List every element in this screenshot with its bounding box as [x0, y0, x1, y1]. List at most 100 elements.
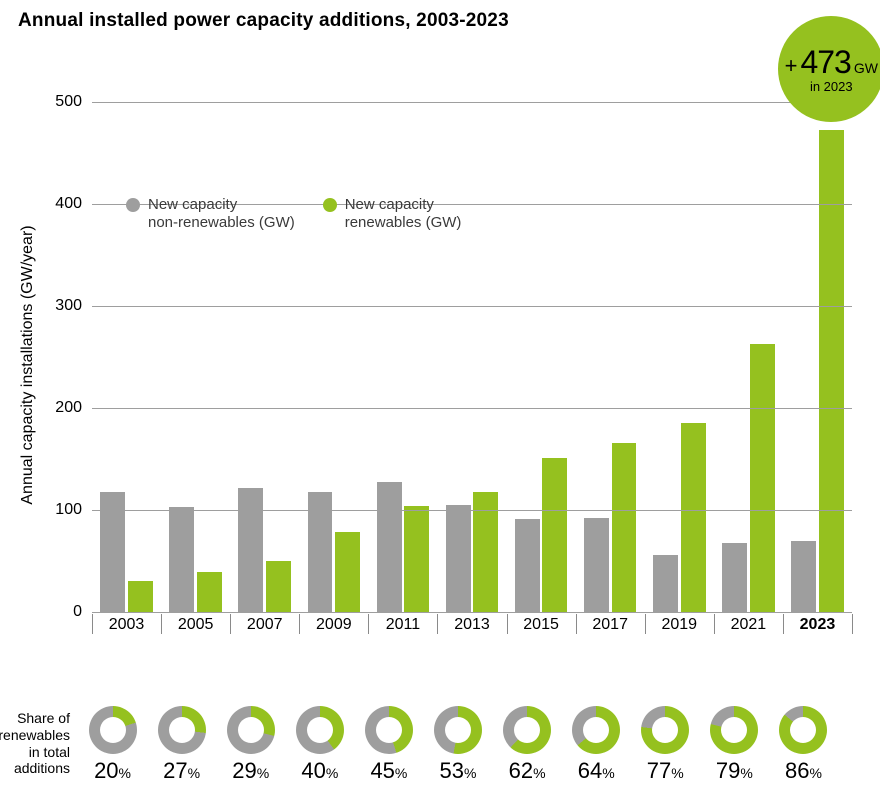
chart-legend: New capacitynon-renewables (GW) New capa…: [126, 196, 461, 232]
bar-nonrenew: [238, 488, 263, 612]
y-tick-label: 300: [55, 297, 82, 315]
donut-label: 79%: [710, 758, 758, 784]
x-tick-label: 2019: [661, 616, 697, 634]
x-separator: [161, 614, 162, 634]
donut-label: 86%: [779, 758, 827, 784]
donut-item: 62%: [503, 706, 551, 784]
donut-item: 53%: [434, 706, 482, 784]
bar-nonrenew: [377, 482, 402, 613]
callout-subtext: in 2023: [810, 79, 853, 94]
year-group: [368, 92, 437, 612]
bar-renew: [404, 506, 429, 612]
x-tick-label: 2023: [800, 616, 836, 634]
donut-ring: [779, 706, 827, 754]
y-tick-label: 400: [55, 195, 82, 213]
callout-value: 473: [800, 44, 850, 81]
donut-ring: [296, 706, 344, 754]
gridline: [92, 102, 852, 103]
donut-ring: [89, 706, 137, 754]
x-tick-label: 2021: [731, 616, 767, 634]
year-group: [92, 92, 161, 612]
donut-ring: [503, 706, 551, 754]
donut-ring: [641, 706, 689, 754]
x-separator: [92, 614, 93, 634]
donut-label: 40%: [296, 758, 344, 784]
y-tick-label: 200: [55, 399, 82, 417]
donut-item: 79%: [710, 706, 758, 784]
year-group: [437, 92, 506, 612]
year-group: [576, 92, 645, 612]
donut-ring: [710, 706, 758, 754]
donut-label: 45%: [365, 758, 413, 784]
x-separator: [368, 614, 369, 634]
callout-main: +473 GW: [785, 44, 878, 81]
x-separator: [852, 614, 853, 634]
bar-nonrenew: [722, 543, 747, 612]
x-separator: [230, 614, 231, 634]
donut-item: 20%: [89, 706, 137, 784]
x-separator: [299, 614, 300, 634]
bar-renew: [819, 130, 844, 612]
callout-unit: GW: [854, 60, 878, 76]
bar-nonrenew: [584, 518, 609, 612]
donut-caption: Share of renewables in total additions: [0, 710, 78, 777]
donut-ring: [227, 706, 275, 754]
bar-nonrenew: [791, 541, 816, 612]
donut-label: 77%: [641, 758, 689, 784]
gridline: [92, 408, 852, 409]
bars-layer: [92, 92, 852, 612]
bar-nonrenew: [169, 507, 194, 612]
bar-nonrenew: [515, 519, 540, 612]
x-tick-label: 2009: [316, 616, 352, 634]
donut-label: 20%: [89, 758, 137, 784]
bar-nonrenew: [446, 505, 471, 612]
chart-title: Annual installed power capacity addition…: [18, 10, 866, 32]
donut-label: 29%: [227, 758, 275, 784]
x-separator: [645, 614, 646, 634]
gridline: [92, 306, 852, 307]
donut-label: 64%: [572, 758, 620, 784]
y-axis-label: Annual capacity installations (GW/year): [19, 225, 37, 504]
year-group: [714, 92, 783, 612]
bar-renew: [266, 561, 291, 612]
donut-item: 40%: [296, 706, 344, 784]
legend-label-renew: New capacityrenewables (GW): [345, 196, 462, 232]
bar-renew: [128, 581, 153, 612]
y-tick-label: 100: [55, 501, 82, 519]
donut-item: 77%: [641, 706, 689, 784]
donut-label: 53%: [434, 758, 482, 784]
x-separator: [783, 614, 784, 634]
donut-item: 29%: [227, 706, 275, 784]
bar-renew: [197, 572, 222, 612]
donut-ring: [158, 706, 206, 754]
plot-area: 2003200520072009201120132015201720192021…: [92, 92, 852, 612]
donut-row: Share of renewables in total additions 2…: [78, 706, 838, 796]
x-tick-label: 2005: [178, 616, 214, 634]
legend-label-nonrenew: New capacitynon-renewables (GW): [148, 196, 295, 232]
x-tick-label: 2017: [592, 616, 628, 634]
donut-label: 62%: [503, 758, 551, 784]
donut-item: 27%: [158, 706, 206, 784]
x-tick-label: 2003: [109, 616, 145, 634]
chart-zone: Annual capacity installations (GW/year) …: [14, 36, 866, 676]
bar-nonrenew: [653, 555, 678, 612]
bar-renew: [612, 443, 637, 612]
x-tick-label: 2011: [386, 616, 420, 634]
year-group: [507, 92, 576, 612]
x-separator: [507, 614, 508, 634]
gridline: [92, 510, 852, 511]
legend-swatch-nonrenew: [126, 198, 140, 212]
x-tick-label: 2013: [454, 616, 490, 634]
bar-renew: [335, 532, 360, 612]
callout-bubble: +473 GW in 2023: [778, 16, 880, 122]
bar-renew: [542, 458, 567, 612]
donut-ring: [365, 706, 413, 754]
legend-item-renew: New capacityrenewables (GW): [323, 196, 462, 232]
gridline: [92, 612, 852, 613]
year-group: [783, 92, 852, 612]
y-tick-label: 500: [55, 93, 82, 111]
year-group: [230, 92, 299, 612]
chart-page: Annual installed power capacity addition…: [0, 0, 880, 803]
x-tick-label: 2015: [523, 616, 559, 634]
bar-renew: [750, 344, 775, 612]
